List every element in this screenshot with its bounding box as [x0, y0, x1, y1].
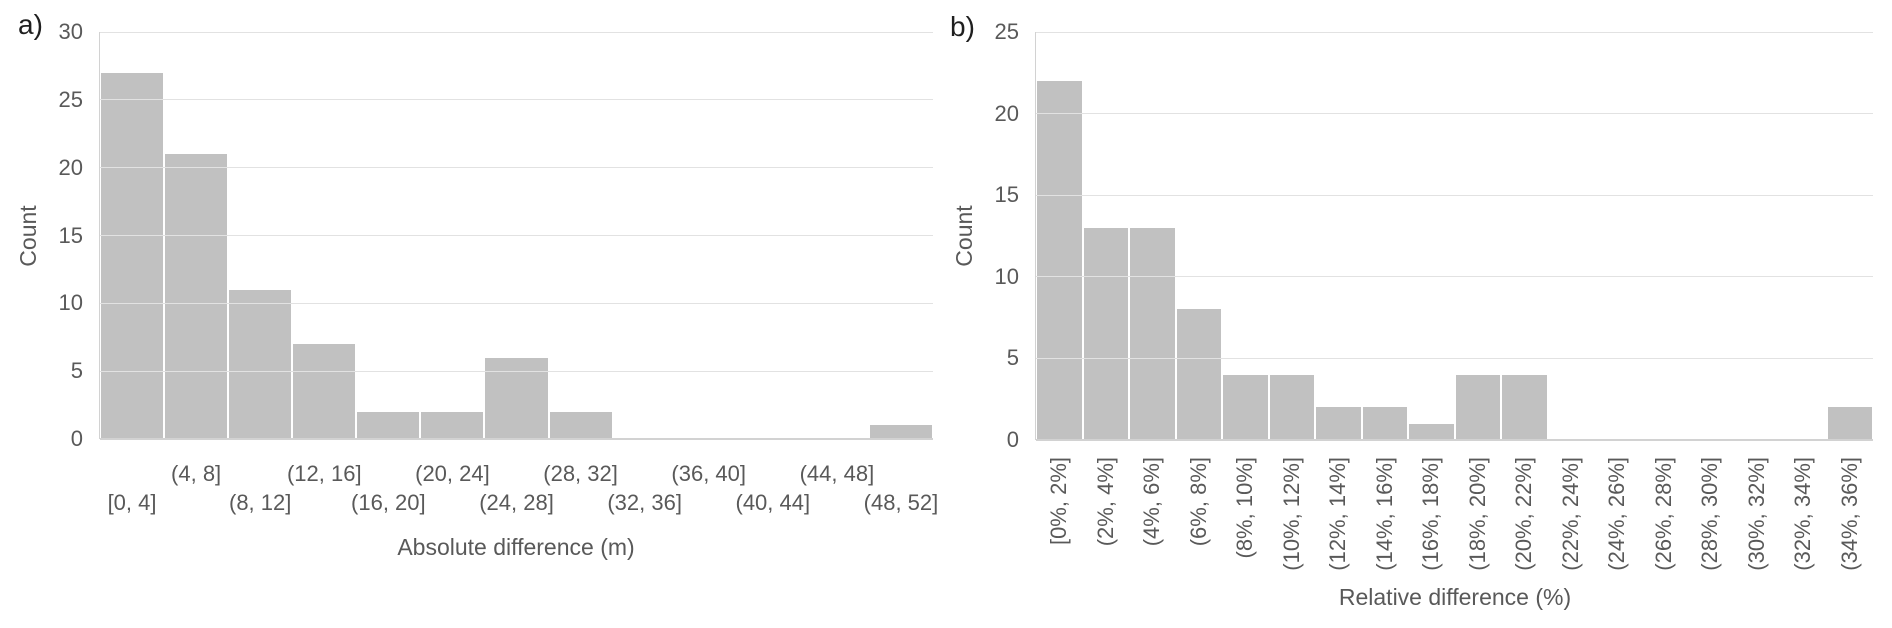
- bar-(12, 16]: [292, 344, 357, 439]
- bar-[0, 4]: [100, 72, 165, 439]
- gridline-5: [100, 370, 933, 372]
- x-category-label: (28%, 30%]: [1697, 457, 1723, 571]
- panel-a-label: a): [18, 9, 43, 40]
- x-category-label: (24%, 26%]: [1604, 457, 1630, 571]
- x-category-label: (8%, 10%]: [1232, 457, 1258, 559]
- y-tick-label-5: 5: [1006, 345, 1019, 371]
- x-category-label: (18%, 20%]: [1464, 457, 1490, 571]
- bar-(14%, 16%]: [1361, 407, 1408, 440]
- x-category-label: (34%, 36%]: [1836, 457, 1862, 571]
- y-tick-label-25: 25: [58, 86, 83, 112]
- x-category-label: (20%, 22%]: [1511, 457, 1537, 571]
- x-category-label: (20, 24]: [415, 461, 490, 486]
- bar-[0%, 2%]: [1036, 80, 1083, 440]
- x-category-label: (22%, 24%]: [1557, 457, 1583, 571]
- bar-(8, 12]: [228, 289, 293, 439]
- y-axis-line: [99, 32, 100, 439]
- panel-a-x-axis-title: Absolute difference (m): [397, 534, 635, 560]
- y-tick-label-10: 10: [994, 263, 1019, 289]
- y-tick-label-15: 15: [994, 182, 1019, 208]
- bar-(16%, 18%]: [1408, 423, 1455, 440]
- x-category-label: [0, 4]: [107, 490, 157, 515]
- x-category-label: (32%, 34%]: [1790, 457, 1816, 571]
- x-category-label: (24, 28]: [479, 490, 554, 515]
- gridline-15: [1036, 194, 1873, 196]
- bar-(16, 20]: [356, 411, 421, 439]
- gridline-5: [1036, 357, 1873, 359]
- bar-(4%, 6%]: [1129, 227, 1176, 440]
- bar-(10%, 12%]: [1268, 374, 1315, 440]
- y-tick-label-20: 20: [58, 154, 83, 180]
- bar-(20, 24]: [420, 411, 485, 439]
- bar-(2%, 4%]: [1082, 227, 1129, 440]
- bar-(34%, 36%]: [1826, 407, 1873, 440]
- gridline-20: [100, 167, 933, 169]
- y-tick-label-10: 10: [58, 290, 83, 316]
- y-tick-label-20: 20: [994, 100, 1019, 126]
- x-category-label: (4, 8]: [171, 461, 222, 486]
- panel-b-x-axis-title: Relative difference (%): [1338, 584, 1572, 610]
- x-category-label: (36, 40]: [671, 461, 747, 486]
- x-category-label: (12, 16]: [286, 461, 362, 486]
- bar-(4, 8]: [164, 154, 229, 439]
- y-tick-label-30: 30: [58, 19, 83, 44]
- x-category-label: (16%, 18%]: [1418, 457, 1444, 571]
- bar-(48, 52]: [868, 425, 933, 439]
- gridline-30: [100, 31, 933, 33]
- x-category-label: (14%, 16%]: [1371, 457, 1397, 571]
- x-category-label: (10%, 12%]: [1278, 457, 1304, 571]
- y-tick-label-15: 15: [58, 222, 83, 248]
- gridline-15: [100, 235, 933, 236]
- bar-(12%, 14%]: [1315, 407, 1362, 440]
- bar-(18%, 20%]: [1454, 374, 1501, 440]
- x-category-label: (16, 20]: [351, 490, 426, 515]
- bar-(20%, 22%]: [1501, 374, 1548, 440]
- x-category-label: (4%, 6%]: [1139, 457, 1165, 547]
- gridline-25: [1036, 31, 1873, 33]
- x-category-label: (6%, 8%]: [1185, 457, 1211, 547]
- x-axis-line: [1036, 439, 1873, 441]
- gridline-20: [1036, 113, 1873, 115]
- y-tick-label-0: 0: [1006, 427, 1019, 452]
- x-category-label: (8, 12]: [229, 490, 292, 515]
- y-tick-label-5: 5: [70, 358, 83, 384]
- x-axis-line: [100, 438, 933, 440]
- y-axis-line: [1035, 32, 1036, 440]
- x-category-label: (26%, 28%]: [1650, 457, 1676, 571]
- bar-(6%, 8%]: [1175, 309, 1222, 440]
- y-tick-label-0: 0: [70, 426, 83, 451]
- x-category-label: (28, 32]: [543, 461, 618, 486]
- x-category-label: (48, 52]: [863, 490, 939, 515]
- gridline-10: [1036, 276, 1873, 278]
- x-category-label: (12%, 14%]: [1325, 457, 1351, 571]
- x-category-label: (44, 48]: [799, 461, 875, 486]
- y-tick-label-25: 25: [994, 19, 1019, 44]
- x-category-label: (30%, 32%]: [1743, 457, 1769, 571]
- panel-b-y-axis-title: Count: [951, 205, 977, 267]
- x-category-label: [0%, 2%]: [1046, 457, 1072, 546]
- bar-(28, 32]: [548, 411, 613, 439]
- x-category-label: (40, 44]: [735, 490, 811, 515]
- x-category-label: (2%, 4%]: [1092, 457, 1118, 547]
- x-category-label: (32, 36]: [607, 490, 682, 515]
- gridline-10: [100, 302, 933, 304]
- gridline-25: [100, 99, 933, 101]
- bar-(8%, 10%]: [1222, 374, 1269, 440]
- panel-b-label: b): [950, 11, 975, 42]
